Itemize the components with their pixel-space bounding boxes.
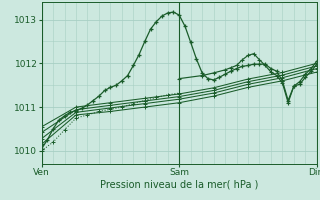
X-axis label: Pression niveau de la mer( hPa ): Pression niveau de la mer( hPa ) xyxy=(100,180,258,190)
